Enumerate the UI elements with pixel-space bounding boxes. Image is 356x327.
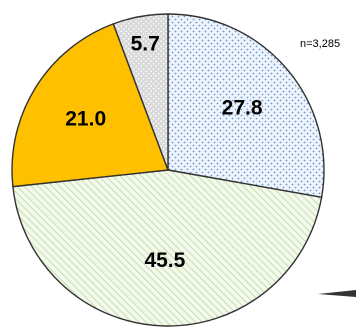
slice-value-label: 27.8 (222, 96, 263, 119)
pie-slices (11, 13, 325, 327)
slice-value-label: 5.7 (131, 33, 160, 56)
pie-slice-21.0 (11, 22, 169, 188)
pie-slice-27.8 (167, 13, 325, 199)
slice-value-label: 21.0 (65, 108, 106, 131)
slice-value-label: 45.5 (144, 249, 185, 272)
sample-size-note: n=3,285 (300, 38, 340, 50)
pie-slice-5.7 (112, 13, 169, 171)
pie-slice-45.5 (12, 169, 323, 327)
arrow-shape (318, 290, 356, 297)
pie-labels: 27.8 45.5 21.0 5.7 (65, 33, 263, 272)
